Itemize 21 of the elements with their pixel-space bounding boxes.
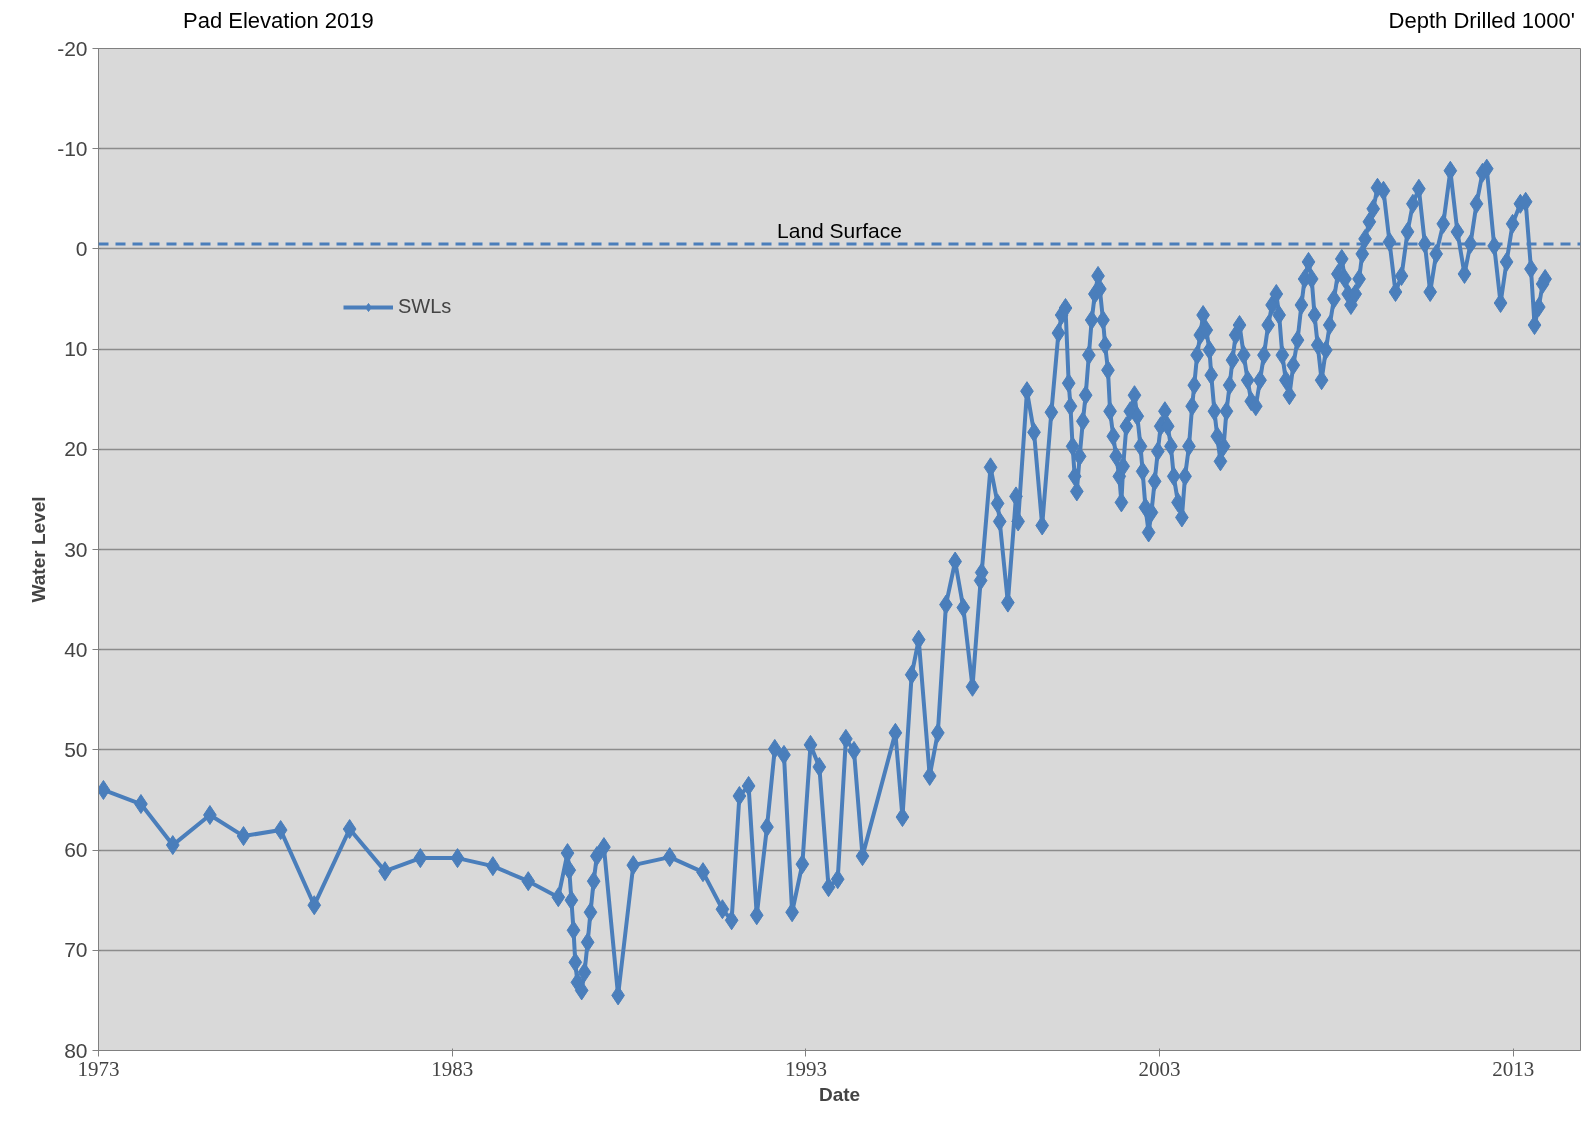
- text: Pad Elevation 2019: [183, 7, 374, 35]
- x-axis-title: Date: [818, 1083, 861, 1105]
- legend-label: SWLs: [398, 295, 452, 318]
- y-tick-label: 80: [64, 1038, 88, 1062]
- ref-line-label: Land Surface: [777, 218, 902, 242]
- y-tick-label: 0: [75, 236, 88, 260]
- y-tick-label: -20: [57, 36, 88, 60]
- y-axis-title: Water Level: [28, 496, 50, 603]
- y-tick-label: 40: [64, 637, 88, 661]
- y-tick-label: 50: [64, 737, 88, 761]
- y-tick-label: 70: [64, 938, 88, 962]
- x-tick-label: 2013: [1492, 1056, 1535, 1081]
- x-tick-label: 2003: [1138, 1056, 1181, 1081]
- y-tick-label: 20: [64, 437, 88, 461]
- y-tick-label: 10: [64, 337, 88, 361]
- y-tick-label: -10: [57, 136, 88, 160]
- x-tick-label: 1983: [431, 1056, 474, 1081]
- y-tick-label: 30: [64, 537, 88, 561]
- text: Depth Drilled 1000': [1388, 7, 1575, 35]
- x-tick-label: 1993: [784, 1056, 827, 1081]
- y-tick-label: 60: [64, 838, 88, 862]
